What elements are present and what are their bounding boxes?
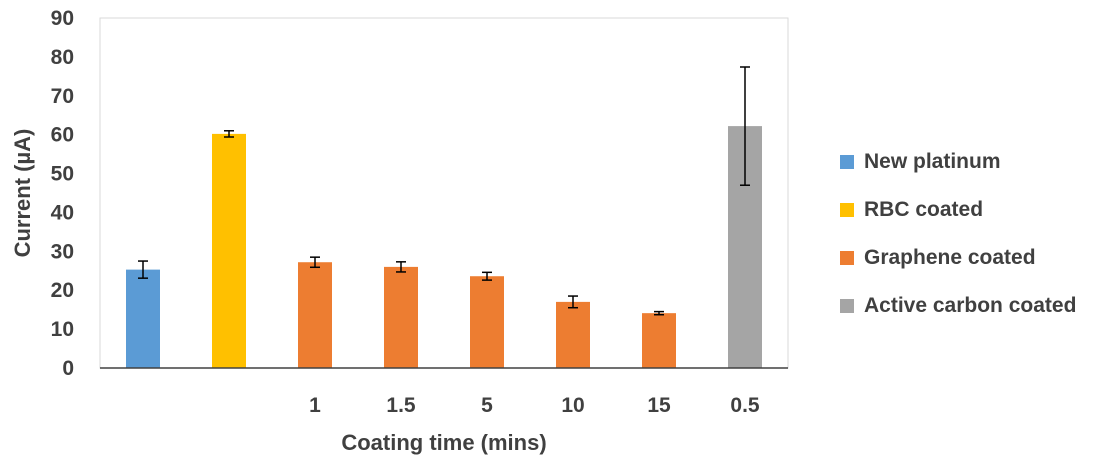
y-tick-label: 50: [51, 163, 74, 186]
y-axis-ticks: 0 10 20 30 40 50 60 70 80 90: [51, 7, 74, 380]
legend-item: Graphene coated: [840, 246, 1115, 270]
y-tick-label: 40: [51, 201, 74, 224]
legend-label: New platinum: [864, 150, 1001, 173]
legend-swatch: [840, 299, 854, 313]
legend-item: Active carbon coated: [840, 294, 1115, 318]
legend-label: Active carbon coated: [864, 294, 1077, 317]
legend-swatch: [840, 251, 854, 265]
x-tick-label: 10: [561, 394, 584, 417]
bar: [212, 133, 246, 368]
y-tick-label: 80: [51, 46, 74, 69]
bars: [126, 126, 762, 368]
bar: [126, 269, 160, 368]
legend-swatch: [840, 155, 854, 169]
y-tick-label: 0: [62, 357, 74, 380]
legend-label: RBC coated: [864, 198, 984, 221]
legend-label: Graphene coated: [864, 246, 1036, 269]
bar: [642, 313, 676, 368]
x-axis-tick-labels: 1 1.5 5 10 15 0.5: [309, 394, 760, 417]
bar: [384, 266, 418, 368]
y-tick-label: 20: [51, 279, 74, 302]
x-axis-label: Coating time (mins): [341, 430, 546, 455]
y-tick-label: 10: [51, 318, 74, 341]
legend: New platinum RBC coated Graphene coated Act…: [840, 150, 1115, 342]
y-tick-label: 60: [51, 124, 74, 147]
x-tick-label: 0.5: [730, 394, 760, 417]
legend-swatch: [840, 203, 854, 217]
y-tick-label: 30: [51, 240, 74, 263]
bar: [298, 262, 332, 368]
plot-area: [99, 17, 789, 369]
y-axis-label: Current (µA): [10, 129, 35, 258]
x-tick-label: 1: [309, 394, 321, 417]
legend-item: RBC coated: [840, 198, 1115, 222]
x-tick-label: 5: [481, 394, 493, 417]
bar: [470, 276, 504, 368]
x-tick-label: 1.5: [386, 394, 416, 417]
x-tick-label: 15: [647, 394, 671, 417]
bar: [556, 301, 590, 368]
y-tick-label: 90: [51, 7, 74, 30]
error-bars: [138, 66, 750, 316]
y-tick-label: 70: [51, 85, 74, 108]
legend-item: New platinum: [840, 150, 1115, 174]
